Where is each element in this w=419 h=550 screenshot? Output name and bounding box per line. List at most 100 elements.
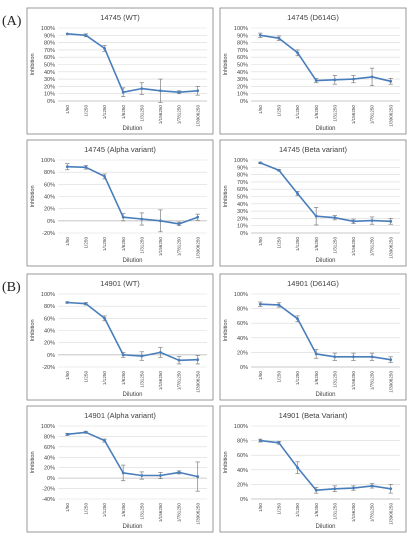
- x-tick-label: 1/250: [277, 503, 282, 515]
- data-point: [314, 79, 318, 82]
- chart-title: 14745 (D614G): [287, 13, 339, 22]
- y-tick-label: 40%: [237, 70, 248, 76]
- x-tick-label: 1/1250: [295, 371, 300, 385]
- chart-title: 14745 (Beta variant): [279, 145, 347, 154]
- data-point: [258, 302, 262, 306]
- data-point: [333, 355, 337, 359]
- x-tick-label: 1/3906250: [388, 237, 393, 259]
- y-tick-label: 100%: [234, 424, 248, 430]
- y-tick-label: 10%: [237, 224, 248, 230]
- x-tick-label: 1/1250: [102, 371, 107, 385]
- data-point: [65, 432, 69, 436]
- x-tick-label: 1/156250: [158, 503, 163, 523]
- data-point: [140, 474, 144, 477]
- data-point: [352, 355, 355, 359]
- x-tick-label: 1/6250: [121, 371, 126, 385]
- y-tick-label: 20%: [44, 207, 55, 213]
- y-axis-label: Inhibition: [223, 185, 229, 207]
- x-axis-label: Dilution: [122, 524, 142, 530]
- y-tick-label: 0%: [240, 99, 248, 105]
- x-tick-label: 1/156250: [351, 371, 356, 391]
- x-tick-label: 1/156250: [158, 105, 163, 125]
- series-line: [260, 303, 391, 361]
- data-point: [258, 33, 262, 37]
- data-point: [121, 353, 125, 357]
- x-axis-label: Dilution: [122, 126, 142, 132]
- x-axis-label: Dilution: [122, 392, 142, 398]
- x-tick-label: 1/781250: [370, 371, 375, 391]
- data-point: [352, 77, 355, 81]
- data-point: [177, 471, 181, 474]
- x-tick-label: 1/156250: [351, 503, 356, 523]
- data-point: [140, 217, 144, 221]
- x-tick-label: 1/31250: [139, 503, 144, 520]
- chart-title: 14901 (D614G): [287, 279, 339, 288]
- y-tick-label: -20%: [42, 365, 55, 371]
- y-tick-label: 100%: [234, 292, 248, 298]
- y-tick-label: 100%: [41, 26, 55, 32]
- data-point: [103, 47, 106, 50]
- section-label-b: (B): [2, 280, 21, 295]
- x-tick-label: 1/50: [65, 105, 70, 114]
- x-tick-label: 1/781250: [177, 105, 182, 125]
- y-tick-label: 10%: [237, 92, 248, 98]
- data-point: [277, 168, 281, 172]
- x-tick-label: 1/6250: [121, 503, 126, 517]
- data-point: [196, 358, 200, 362]
- y-tick-label: 80%: [44, 304, 55, 310]
- y-tick-label: 50%: [237, 63, 248, 69]
- x-tick-label: 1/3906250: [195, 105, 200, 127]
- data-point: [65, 165, 69, 169]
- x-tick-label: 1/250: [84, 503, 89, 515]
- data-point: [65, 301, 69, 304]
- data-point: [352, 219, 355, 223]
- chart-frame: [219, 139, 407, 267]
- data-point: [314, 488, 318, 492]
- chart-frame: [219, 7, 407, 135]
- data-point: [196, 475, 200, 478]
- data-point: [84, 302, 88, 306]
- x-tick-label: 1/250: [84, 237, 89, 249]
- x-tick-label: 1/6250: [314, 105, 319, 119]
- y-axis-label: Inhibition: [223, 451, 229, 473]
- data-point: [296, 317, 299, 321]
- y-tick-label: -40%: [42, 497, 55, 503]
- x-tick-label: 1/50: [258, 105, 263, 114]
- x-tick-label: 1/250: [277, 371, 282, 383]
- x-tick-label: 1/6250: [121, 237, 126, 251]
- y-tick-label: 60%: [44, 55, 55, 61]
- y-tick-label: 60%: [237, 321, 248, 327]
- y-tick-label: 80%: [44, 170, 55, 176]
- series-line: [260, 34, 391, 83]
- x-tick-label: 1/156250: [351, 237, 356, 257]
- y-tick-label: 0%: [47, 219, 55, 225]
- x-tick-label: 1/31250: [332, 371, 337, 388]
- y-tick-label: 20%: [237, 84, 248, 90]
- data-point: [159, 474, 162, 477]
- data-point: [196, 215, 200, 219]
- data-point: [177, 358, 181, 362]
- y-tick-label: 60%: [237, 55, 248, 61]
- y-tick-label: 40%: [237, 468, 248, 474]
- data-point: [352, 486, 355, 490]
- chart-1: 14745 (WT) Inhibition 0%10% 20%30%40%50% 60%…: [26, 7, 214, 135]
- x-tick-label: 1/781250: [177, 371, 182, 391]
- x-tick-label: 1/50: [65, 237, 70, 246]
- x-tick-label: 1/3906250: [388, 503, 393, 525]
- data-point: [277, 36, 281, 40]
- y-tick-label: 80%: [237, 173, 248, 179]
- data-point: [65, 32, 69, 36]
- data-point: [389, 358, 393, 362]
- x-tick-label: 1/50: [258, 503, 263, 512]
- y-tick-label: 0%: [240, 497, 248, 503]
- y-axis-label: Inhibition: [30, 53, 36, 75]
- y-tick-label: 0%: [240, 231, 248, 237]
- y-axis-label: Inhibition: [30, 185, 36, 207]
- data-point: [84, 33, 88, 37]
- chart-title: 14745 (WT): [100, 13, 140, 22]
- y-tick-label: 40%: [44, 455, 55, 461]
- y-axis-label: Inhibition: [30, 319, 36, 341]
- x-tick-label: 1/3906250: [195, 371, 200, 393]
- data-point: [296, 192, 299, 195]
- y-tick-label: 0%: [47, 476, 55, 482]
